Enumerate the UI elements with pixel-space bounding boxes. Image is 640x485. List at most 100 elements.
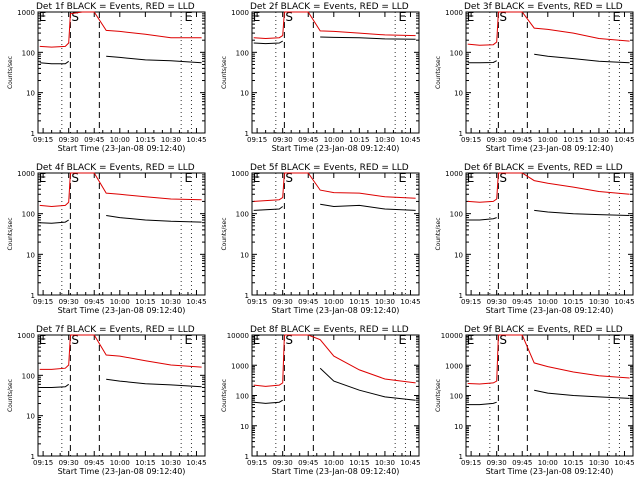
- y-tick-label: 10: [454, 423, 463, 431]
- x-tick-label: 10:15: [135, 459, 155, 467]
- y-tick-label: 1000: [231, 362, 249, 370]
- x-tick-label: 09:30: [273, 459, 293, 467]
- marker-letter-e: E: [185, 10, 193, 24]
- series-lld-line: [253, 334, 416, 387]
- y-tick-label: 1000: [445, 170, 463, 178]
- y-tick-label: 100: [22, 211, 35, 219]
- y-tick-label: 10000: [227, 332, 249, 340]
- panel-6: Det 6f BLACK = Events, RED = LLD 1 10 100 10…: [435, 163, 635, 315]
- marker-letter-e: E: [39, 171, 47, 185]
- x-tick-label: 09:30: [59, 459, 79, 467]
- y-tick-label: 1000: [231, 170, 249, 178]
- panel-title: Det 3f BLACK = Events, RED = LLD: [464, 2, 623, 12]
- series-events-line: [39, 378, 202, 388]
- marker-letter-e: E: [253, 171, 261, 185]
- x-tick-label: 10:00: [324, 459, 344, 467]
- y-tick-label: 1: [459, 453, 463, 461]
- x-tick-label: 09:30: [273, 298, 293, 306]
- panel-9: Det 9f BLACK = Events, RED = LLD 1 10 100 10…: [435, 325, 635, 476]
- x-tick-label: 09:30: [487, 298, 507, 306]
- x-tick-label: 09:45: [298, 298, 318, 306]
- marker-letter-e: E: [613, 333, 621, 347]
- y-tick-label: 10: [454, 251, 463, 259]
- x-tick-label: 10:15: [135, 298, 155, 306]
- x-tick-label: 10:45: [400, 459, 420, 467]
- x-tick-label: 10:30: [161, 298, 181, 306]
- y-axis-label: Counts/sec: [7, 56, 14, 89]
- marker-letter-s: S: [499, 171, 507, 185]
- marker-letter-e: E: [253, 333, 261, 347]
- y-tick-label: 1: [245, 130, 249, 138]
- series-lld-line: [467, 172, 630, 203]
- y-axis-label: Counts/sec: [221, 217, 228, 250]
- y-tick-label: 10: [240, 90, 249, 98]
- y-tick-label: 100: [450, 49, 463, 57]
- plot-frame: [465, 11, 634, 134]
- marker-letter-e: E: [399, 171, 407, 185]
- x-tick-label: 09:30: [273, 136, 293, 144]
- series-events-line: [39, 55, 202, 65]
- marker-letter-s: S: [71, 171, 79, 185]
- y-axis-label: Counts/sec: [7, 379, 14, 412]
- y-tick-label: 10: [26, 90, 35, 98]
- panel-title: Det 7f BLACK = Events, RED = LLD: [36, 325, 195, 335]
- x-tick-label: 09:15: [247, 298, 267, 306]
- marker-letter-e: E: [613, 171, 621, 185]
- y-tick-label: 1: [31, 130, 35, 138]
- x-tick-label: 10:45: [400, 298, 420, 306]
- x-tick-label: 10:45: [186, 136, 206, 144]
- plot-frame: [37, 334, 206, 457]
- y-tick-label: 1: [459, 130, 463, 138]
- series-events-line: [467, 209, 630, 221]
- marker-letter-s: S: [285, 171, 293, 185]
- x-tick-label: 09:30: [59, 136, 79, 144]
- y-tick-label: 1000: [445, 9, 463, 17]
- panel-8: Det 8f BLACK = Events, RED = LLD 1 10 100 10…: [221, 325, 421, 476]
- plot-frame: [465, 172, 634, 296]
- y-tick-label: 100: [236, 393, 249, 401]
- x-tick-label: 10:00: [538, 136, 558, 144]
- marker-letter-e: E: [467, 333, 475, 347]
- x-tick-label: 10:30: [589, 136, 609, 144]
- y-tick-label: 100: [450, 211, 463, 219]
- marker-letter-e: E: [39, 10, 47, 24]
- panel-title: Det 8f BLACK = Events, RED = LLD: [250, 325, 409, 335]
- marker-letter-s: S: [71, 333, 79, 347]
- y-tick-label: 10: [240, 251, 249, 259]
- y-axis-label: Counts/sec: [221, 379, 228, 412]
- x-tick-label: 09:30: [487, 136, 507, 144]
- x-tick-label: 10:45: [400, 136, 420, 144]
- x-tick-label: 10:45: [614, 459, 634, 467]
- marker-letter-s: S: [499, 10, 507, 24]
- x-tick-label: 10:15: [563, 459, 583, 467]
- y-tick-label: 100: [236, 211, 249, 219]
- y-tick-label: 1000: [445, 362, 463, 370]
- panel-title: Det 6f BLACK = Events, RED = LLD: [464, 163, 623, 173]
- panel-1: Det 1f BLACK = Events, RED = LLD 1 10 100 10…: [7, 2, 207, 153]
- y-axis-label: Counts/sec: [435, 217, 442, 250]
- marker-letter-s: S: [285, 10, 293, 24]
- x-tick-label: 10:15: [349, 298, 369, 306]
- series-lld-line: [39, 334, 202, 370]
- series-lld-line: [467, 11, 630, 46]
- y-tick-label: 1000: [17, 9, 35, 17]
- x-tick-label: 10:15: [349, 136, 369, 144]
- x-axis-label: Start Time (23-Jan-08 09:12:40): [486, 144, 614, 153]
- x-tick-label: 10:30: [589, 298, 609, 306]
- x-tick-label: 09:15: [33, 298, 53, 306]
- x-tick-label: 10:00: [324, 298, 344, 306]
- y-tick-label: 1: [31, 453, 35, 461]
- series-lld-line: [39, 11, 202, 48]
- x-tick-label: 09:45: [84, 459, 104, 467]
- x-axis-label: Start Time (23-Jan-08 09:12:40): [486, 306, 614, 315]
- y-tick-label: 100: [450, 393, 463, 401]
- panel-title: Det 4f BLACK = Events, RED = LLD: [36, 163, 195, 173]
- marker-letter-e: E: [399, 10, 407, 24]
- plot-frame: [465, 334, 634, 457]
- panel-3: Det 3f BLACK = Events, RED = LLD 1 10 100 10…: [435, 2, 635, 153]
- panel-5: Det 5f BLACK = Events, RED = LLD 1 10 100 10…: [221, 163, 421, 315]
- x-tick-label: 09:15: [33, 136, 53, 144]
- marker-letter-s: S: [71, 10, 79, 24]
- series-events-line: [467, 53, 630, 64]
- x-axis-label: Start Time (23-Jan-08 09:12:40): [272, 467, 400, 476]
